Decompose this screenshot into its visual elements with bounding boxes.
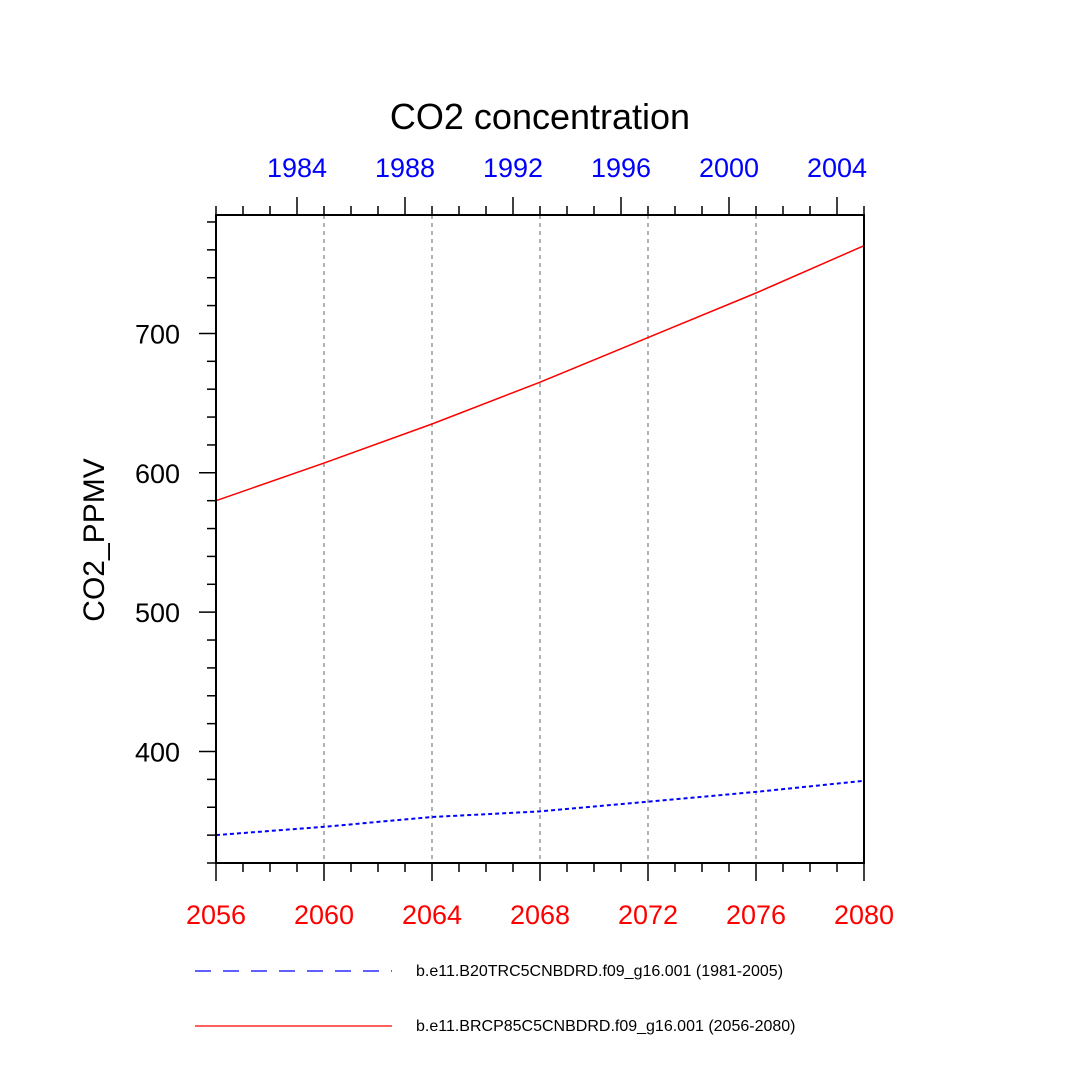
y-tick-label: 400 — [135, 738, 180, 768]
legend-label-0: b.e11.B20TRC5CNBDRD.f09_g16.001 (1981-20… — [416, 963, 783, 980]
y-tick-label: 600 — [135, 459, 180, 489]
series-line-1 — [215, 245, 865, 502]
series-group — [215, 245, 865, 837]
x-top-tick-label: 1992 — [483, 153, 543, 183]
x-bottom-tick-label: 2056 — [186, 900, 246, 930]
x-top-tick-label: 2000 — [699, 153, 759, 183]
x-bottom-tick-label: 2076 — [726, 900, 786, 930]
x-bottom-tick-label: 2072 — [618, 900, 678, 930]
x-bottom-tick-label: 2068 — [510, 900, 570, 930]
legend: b.e11.B20TRC5CNBDRD.f09_g16.001 (1981-20… — [195, 963, 795, 1035]
y-tick-label: 500 — [135, 598, 180, 628]
x-bottom-tick-label: 2064 — [402, 900, 462, 930]
x-bottom-tick-label: 2060 — [294, 900, 354, 930]
x-top-tick-label: 1996 — [591, 153, 651, 183]
grid-lines — [323, 215, 757, 863]
y-tick-label: 700 — [135, 319, 180, 349]
x-bottom-tick-label: 2080 — [834, 900, 894, 930]
series-line-0 — [215, 779, 865, 837]
chart-title: CO2 concentration — [390, 96, 690, 137]
legend-label-1: b.e11.BRCP85C5CNBDRD.f09_g16.001 (2056-2… — [416, 1018, 795, 1035]
y-axis-label: CO2_PPMV — [78, 458, 111, 621]
x-top-tick-label: 1988 — [375, 153, 435, 183]
axes-group: 2056 2060 2064 2068 2072 2076 2080 1984 1988 1992… — [135, 153, 894, 930]
x-top-tick-label: 2004 — [807, 153, 867, 183]
x-top-tick-label: 1984 — [267, 153, 327, 183]
